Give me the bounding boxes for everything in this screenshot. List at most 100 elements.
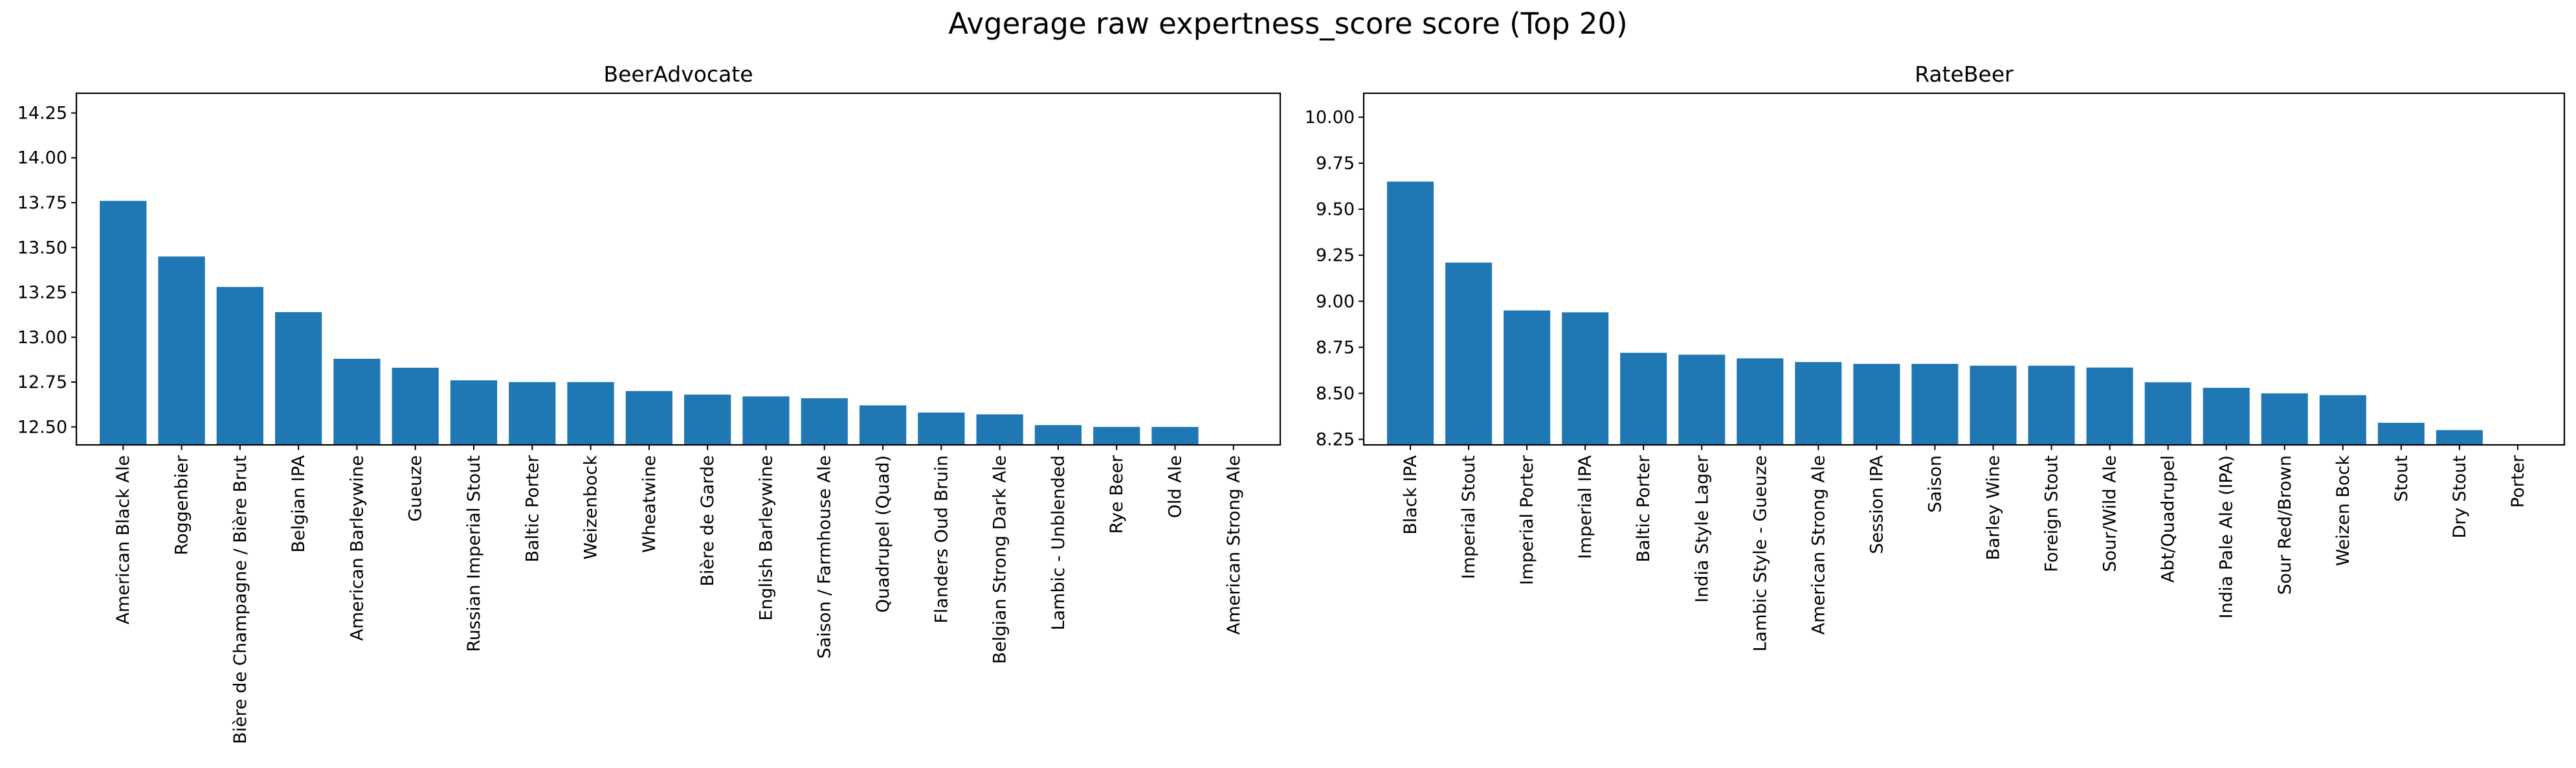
- x-tick-label: Barley Wine: [1984, 455, 2004, 560]
- bar: [1034, 425, 1082, 445]
- bar: [567, 382, 614, 445]
- y-tick-label: 9.75: [1316, 153, 1355, 174]
- bar: [1620, 352, 1667, 445]
- panel-beeradvocate: BeerAdvocate 12.50 12.75 13.00 13.25 13.50 13.…: [17, 62, 1282, 744]
- panel-ratebeer: RateBeer 8.25 8.50 8.75 9.00 9.25 9.50 9.75 10.0…: [1305, 62, 2566, 651]
- bar: [1737, 358, 1784, 445]
- x-tick-label: Saison / Farmhouse Ale: [815, 455, 835, 659]
- x-tick-label: Gueuze: [406, 455, 426, 522]
- y-tick-label: 13.50: [17, 238, 67, 258]
- bar: [2377, 422, 2425, 445]
- y-tick-label: 8.75: [1316, 337, 1355, 357]
- y-tick-label: 9.00: [1316, 291, 1355, 311]
- bar: [1504, 310, 1551, 445]
- x-tick-label: Quadrupel (Quad): [873, 455, 893, 613]
- x-tick-label: Belgian IPA: [289, 455, 309, 552]
- y-tick-label: 9.50: [1316, 199, 1355, 220]
- x-tick-label: American Black Ale: [113, 455, 133, 624]
- y-tick-label: 9.25: [1316, 245, 1355, 265]
- x-tick-label: Belgian Strong Dark Ale: [990, 455, 1010, 664]
- bar: [1445, 262, 1493, 445]
- bar: [1151, 427, 1199, 445]
- y-tick-label: 8.25: [1316, 429, 1355, 449]
- bar: [509, 382, 556, 445]
- bar: [1970, 365, 2017, 445]
- bar: [2261, 393, 2308, 445]
- x-tick-label: Lambic Style - Gueuze: [1750, 455, 1770, 651]
- x-tick-label: American Strong Ale: [1808, 455, 1828, 635]
- bar: [158, 256, 205, 445]
- bar: [450, 380, 498, 445]
- x-tick-label: English Barleywine: [756, 455, 776, 621]
- y-tick-label: 10.00: [1305, 107, 1355, 128]
- bar: [2319, 395, 2366, 445]
- bar: [392, 367, 439, 445]
- bar: [2028, 365, 2075, 445]
- bar: [216, 287, 263, 445]
- bar: [1853, 363, 1900, 445]
- x-tick-label: Old Ale: [1165, 455, 1185, 518]
- bar: [1387, 181, 1434, 445]
- x-tick-label: Roggenbier: [172, 455, 192, 555]
- x-tick-label: Rye Beer: [1107, 455, 1127, 534]
- bar: [2086, 367, 2133, 445]
- x-tick-label: Saison: [1925, 455, 1945, 513]
- bar: [918, 412, 965, 445]
- x-tick-label: Sour/Wild Ale: [2100, 455, 2120, 572]
- panel-title: BeerAdvocate: [603, 62, 753, 87]
- panel-title: RateBeer: [1915, 62, 2014, 87]
- figure-title: Avgerage raw expertness_score score (Top…: [948, 6, 1627, 41]
- bar: [2203, 387, 2250, 445]
- x-tick-label: Imperial Porter: [1517, 455, 1537, 585]
- bar: [1911, 363, 1959, 445]
- x-tick-label: Bière de Champagne / Bière Brut: [230, 455, 250, 744]
- x-tick-label: American Barleywine: [347, 455, 367, 641]
- x-tick-label: Flanders Oud Bruin: [931, 455, 951, 624]
- x-tick-label: Weizen Bock: [2333, 455, 2353, 567]
- x-tick-label: India Style Lager: [1692, 455, 1712, 603]
- axes-frame: [1362, 92, 2566, 446]
- x-tick-label: Russian Imperial Stout: [464, 455, 484, 652]
- x-tick-label: Imperial IPA: [1575, 455, 1595, 559]
- bar: [976, 414, 1023, 445]
- y-tick-label: 13.75: [17, 193, 67, 213]
- bar: [2436, 430, 2483, 445]
- bar: [742, 396, 790, 445]
- bar: [801, 398, 848, 445]
- bar: [684, 394, 731, 445]
- x-tick-label: Stout: [2392, 455, 2412, 502]
- y-tick-label: 13.25: [17, 283, 67, 303]
- x-tick-label: Black IPA: [1401, 455, 1421, 534]
- x-tick-label: Abt/Quadrupel: [2159, 455, 2179, 583]
- x-tick-label: Bière de Garde: [698, 455, 718, 587]
- x-tick-label: India Pale Ale (IPA): [2217, 455, 2237, 618]
- x-tick-label: American Strong Ale: [1224, 455, 1244, 635]
- bar: [859, 405, 907, 445]
- x-tick-label: Weizenbock: [581, 455, 601, 560]
- x-tick-label: Dry Stout: [2450, 455, 2470, 538]
- x-tick-label: Baltic Porter: [522, 455, 542, 562]
- x-tick-label: Lambic - Unblended: [1049, 455, 1069, 630]
- x-tick-label: Baltic Porter: [1634, 455, 1654, 562]
- bar: [274, 311, 322, 445]
- x-tick-label: Imperial Stout: [1459, 455, 1479, 579]
- bar: [1093, 427, 1140, 445]
- x-tick-label: Porter: [2508, 455, 2528, 508]
- bar: [1678, 354, 1726, 445]
- x-tick-label: Session IPA: [1867, 455, 1887, 554]
- y-tick-label: 14.25: [17, 103, 67, 123]
- bar: [100, 201, 147, 445]
- bar: [1562, 312, 1609, 445]
- bar: [2144, 382, 2192, 445]
- x-tick-label: Sour Red/Brown: [2275, 455, 2295, 595]
- y-tick-label: 12.75: [17, 372, 67, 392]
- bar: [333, 359, 381, 445]
- bar: [1795, 362, 1842, 445]
- x-tick-label: Wheatwine: [639, 455, 660, 553]
- y-tick-label: 8.50: [1316, 383, 1355, 403]
- x-tick-label: Foreign Stout: [2042, 455, 2062, 572]
- y-tick-label: 14.00: [17, 148, 67, 168]
- axes-frame: [75, 92, 1282, 446]
- y-tick-label: 13.00: [17, 328, 67, 348]
